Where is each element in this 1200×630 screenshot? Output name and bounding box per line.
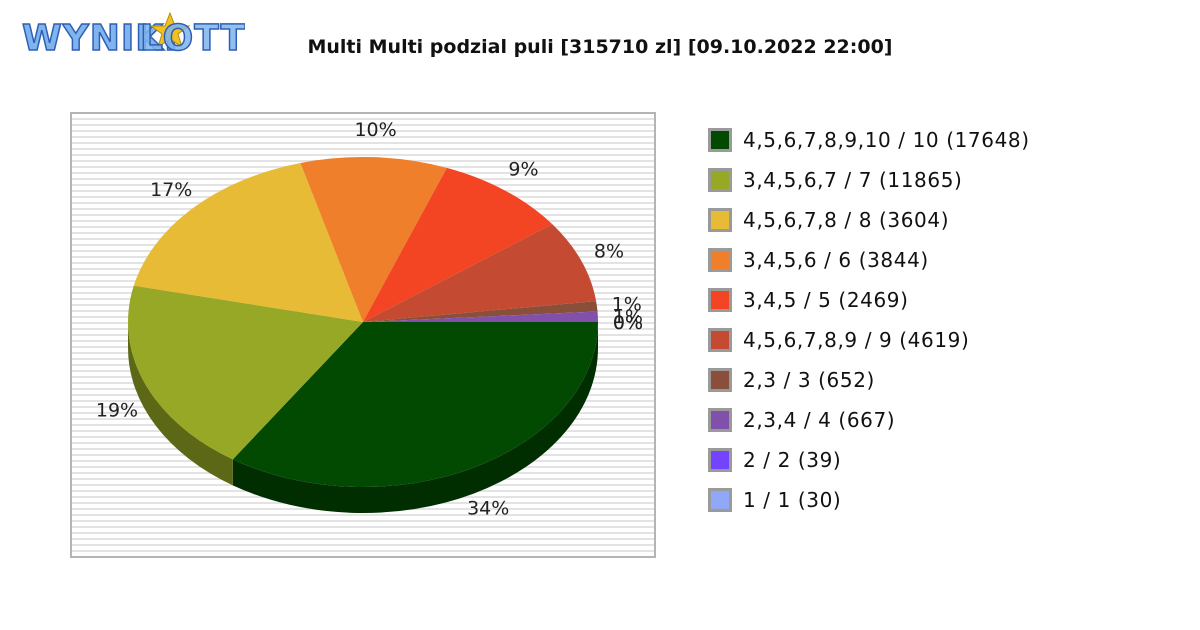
pie-side-walls — [127, 322, 598, 513]
pie-percent-label-0: 34% — [467, 498, 509, 520]
legend-label-8: 2 / 2 (39) — [743, 448, 842, 472]
legend-swatch-9 — [708, 488, 732, 512]
pie-side-1 — [127, 322, 233, 486]
pie-percent-label-5: 8% — [594, 240, 624, 262]
pie-slice-6 — [363, 301, 598, 322]
legend-swatch-6 — [708, 368, 732, 392]
pie-percent-label-1: 19% — [96, 399, 138, 421]
pie-slice-2 — [133, 162, 363, 322]
logo-text-right: LOTTO — [140, 18, 245, 59]
legend: 4,5,6,7,8,9,10 / 10 (17648) 3,4,5,6,7 / 7… — [708, 120, 1030, 520]
legend-label-0: 4,5,6,7,8,9,10 / 10 (17648) — [743, 128, 1030, 152]
legend-swatch-0 — [708, 128, 732, 152]
star-icon — [149, 11, 191, 49]
legend-label-6: 2,3 / 3 (652) — [743, 368, 875, 392]
legend-item-0: 4,5,6,7,8,9,10 / 10 (17648) — [708, 120, 1030, 160]
pie-slice-7 — [363, 311, 598, 322]
pie-percent-label-3: 10% — [354, 119, 396, 141]
legend-swatch-5 — [708, 328, 732, 352]
legend-label-7: 2,3,4 / 4 (667) — [743, 408, 896, 432]
legend-item-7: 2,3,4 / 4 (667) — [708, 400, 1030, 440]
legend-label-2: 4,5,6,7,8 / 8 (3604) — [743, 208, 950, 232]
legend-label-4: 3,4,5 / 5 (2469) — [743, 288, 909, 312]
legend-item-8: 2 / 2 (39) — [708, 440, 1030, 480]
pie-slice-5 — [363, 224, 597, 322]
logo-text-left: WYNIKI — [22, 18, 179, 59]
pie-percent-label-4: 9% — [508, 158, 538, 180]
pie-slice-4 — [363, 167, 553, 322]
legend-swatch-8 — [708, 448, 732, 472]
legend-item-1: 3,4,5,6,7 / 7 (11865) — [708, 160, 1030, 200]
pie-percent-label-2: 17% — [150, 179, 192, 201]
pie-percent-label-9: 0% — [613, 312, 643, 334]
legend-swatch-1 — [708, 168, 732, 192]
pie-slice-0 — [232, 322, 598, 487]
legend-item-3: 3,4,5,6 / 6 (3844) — [708, 240, 1030, 280]
legend-item-5: 4,5,6,7,8,9 / 9 (4619) — [708, 320, 1030, 360]
legend-item-6: 2,3 / 3 (652) — [708, 360, 1030, 400]
pie-percent-label-8: 0% — [613, 312, 643, 334]
pie-slice-3 — [300, 157, 447, 322]
legend-swatch-7 — [708, 408, 732, 432]
legend-swatch-2 — [708, 208, 732, 232]
chart-title: Multi Multi podzial puli [315710 zl] [09… — [307, 36, 893, 58]
legend-swatch-4 — [708, 288, 732, 312]
legend-item-9: 1 / 1 (30) — [708, 480, 1030, 520]
pie-side-0 — [232, 322, 598, 513]
pie-percent-label-6: 1% — [612, 294, 642, 316]
pie-slice-1 — [128, 285, 363, 460]
legend-label-9: 1 / 1 (30) — [743, 488, 842, 512]
legend-label-5: 4,5,6,7,8,9 / 9 (4619) — [743, 328, 970, 352]
legend-swatch-3 — [708, 248, 732, 272]
legend-label-1: 3,4,5,6,7 / 7 (11865) — [743, 168, 963, 192]
legend-item-4: 3,4,5 / 5 (2469) — [708, 280, 1030, 320]
legend-label-3: 3,4,5,6 / 6 (3844) — [743, 248, 929, 272]
legend-item-2: 4,5,6,7,8 / 8 (3604) — [708, 200, 1030, 240]
wyniki-lotto-logo: WYNIKI LOTTO — [21, 11, 245, 60]
pie-percent-label-7: 1% — [613, 306, 643, 328]
